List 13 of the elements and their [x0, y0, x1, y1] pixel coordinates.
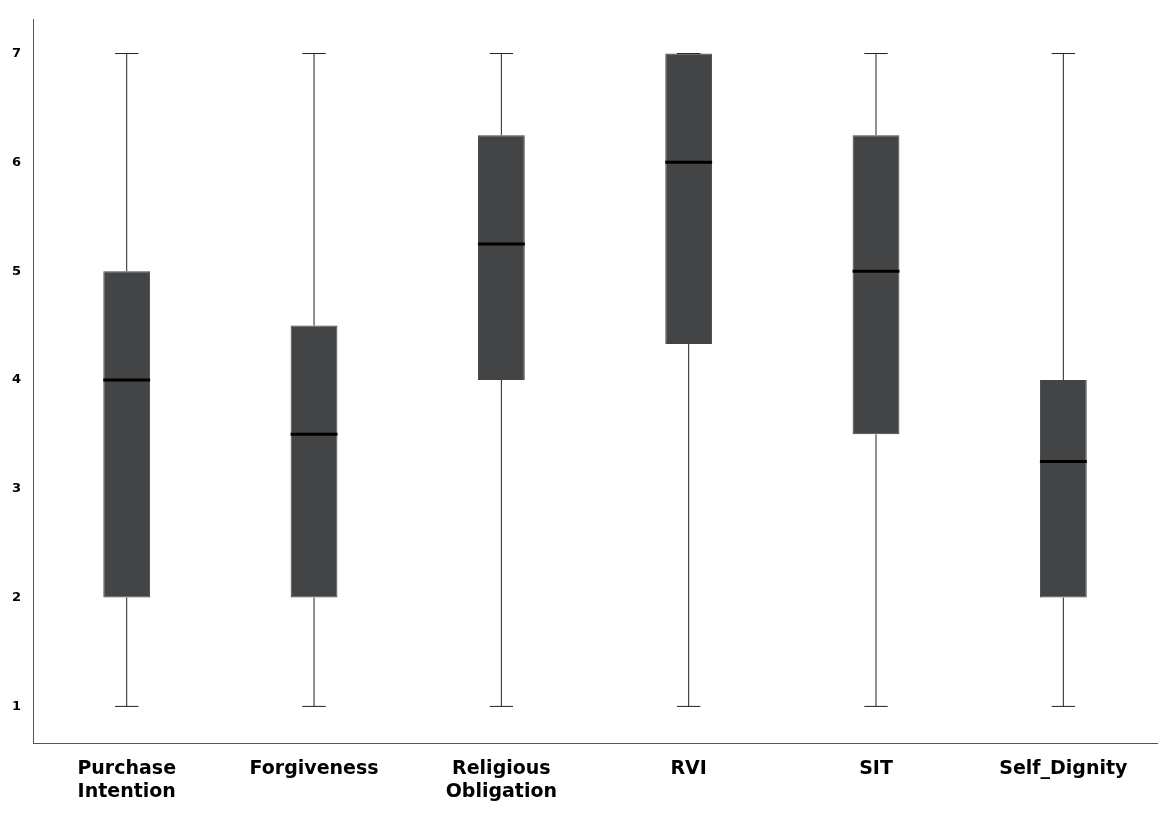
y-tick-label: 4: [12, 371, 22, 387]
x-tick-label: Purchase Intention: [77, 755, 177, 801]
y-tick-label: 2: [12, 588, 22, 604]
y-tick-label: 1: [12, 697, 22, 713]
y-tick-label: 5: [12, 262, 22, 278]
x-tick-label: SIT: [859, 755, 893, 778]
y-tick-label: 7: [12, 44, 22, 60]
y-tick-label: 3: [12, 480, 22, 496]
x-tick-label: Forgiveness: [249, 755, 379, 778]
y-tick-label: 6: [12, 153, 22, 169]
x-tick-label: RVI: [670, 755, 707, 778]
x-tick-label: Self_Dignity: [999, 755, 1129, 779]
x-tick-label: Religious Obligation: [445, 755, 558, 801]
